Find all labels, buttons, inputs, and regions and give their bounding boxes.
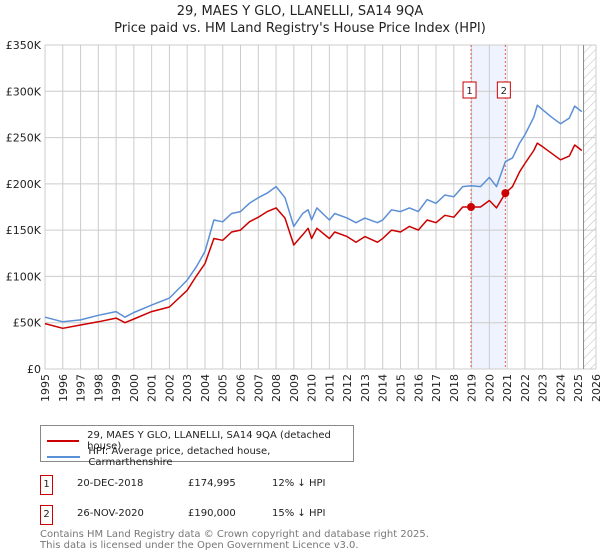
legend: 29, MAES Y GLO, LLANELLI, SA14 9QA (deta… bbox=[40, 425, 354, 468]
sale-price: £190,000 bbox=[188, 508, 236, 519]
x-tick-label: 2013 bbox=[359, 374, 372, 402]
chart-title: 29, MAES Y GLO, LLANELLI, SA14 9QA bbox=[176, 4, 424, 19]
x-tick-label: 2002 bbox=[163, 374, 176, 402]
x-tick-label: 2023 bbox=[537, 374, 550, 402]
x-tick-label: 2021 bbox=[501, 374, 514, 402]
sale-date: 26-NOV-2020 bbox=[77, 508, 144, 519]
x-tick-label: 2001 bbox=[146, 374, 159, 402]
sale-point bbox=[501, 189, 510, 198]
y-tick-label: £250K bbox=[6, 132, 42, 145]
y-tick-label: £100K bbox=[6, 270, 42, 283]
x-tick-label: 2014 bbox=[377, 374, 390, 402]
price-chart: 1995 1996 1997 1998 1999 2000 2001 2002 2003 2004… bbox=[6, 39, 600, 402]
legend-label-property: 29, MAES Y GLO, LLANELLI, SA14 9QA (deta… bbox=[87, 430, 331, 452]
forecast-hatch bbox=[583, 45, 596, 369]
legend-swatch-hpi bbox=[47, 456, 81, 458]
chart-subtitle: Price paid vs. HM Land Registry's House … bbox=[114, 21, 486, 36]
x-tick-label: 2009 bbox=[288, 374, 301, 402]
x-tick-label: 1995 bbox=[39, 374, 52, 402]
x-tick-label: 1998 bbox=[92, 374, 105, 402]
x-tick-label: 2015 bbox=[394, 374, 407, 402]
sale-point bbox=[467, 203, 476, 212]
y-tick-label: £50K bbox=[13, 317, 42, 330]
x-tick-label: 2011 bbox=[323, 374, 336, 402]
x-tick-label: 2026 bbox=[590, 374, 600, 402]
sale-price: £174,995 bbox=[188, 478, 236, 489]
x-tick-label: 2020 bbox=[483, 374, 496, 402]
sale-label: 2 bbox=[501, 86, 507, 97]
y-tick-label: £300K bbox=[6, 85, 42, 98]
footer-copyright: Contains HM Land Registry data © Crown c… bbox=[40, 529, 429, 540]
x-tick-label: 1996 bbox=[57, 374, 70, 402]
x-tick-label: 1997 bbox=[75, 374, 88, 402]
sale-hpi-diff: 12% ↓ HPI bbox=[272, 478, 326, 489]
x-tick-label: 2003 bbox=[181, 374, 194, 402]
sale-badge: 2 bbox=[40, 505, 53, 525]
y-tick-label: £150K bbox=[6, 224, 42, 237]
y-tick-label: £0 bbox=[27, 363, 41, 376]
sale-hpi-diff: 15% ↓ HPI bbox=[272, 508, 326, 519]
x-tick-label: 2025 bbox=[572, 374, 585, 402]
x-tick-label: 2005 bbox=[217, 374, 230, 402]
hpi-line bbox=[44, 104, 583, 323]
x-tick-label: 2010 bbox=[306, 374, 319, 402]
legend-label-hpi: HPI: Average price, detached house, Carm… bbox=[88, 446, 271, 468]
x-tick-label: 2017 bbox=[430, 374, 443, 402]
y-tick-label: £200K bbox=[6, 178, 42, 191]
sale-label-box bbox=[496, 81, 511, 99]
sale-date: 20-DEC-2018 bbox=[77, 478, 144, 489]
x-tick-label: 2004 bbox=[199, 374, 212, 402]
x-tick-label: 1999 bbox=[110, 374, 123, 402]
x-tick-label: 2012 bbox=[341, 374, 354, 402]
x-tick-label: 2016 bbox=[412, 374, 425, 402]
x-tick-label: 2018 bbox=[448, 374, 461, 402]
footer-licence: This data is licensed under the Open Gov… bbox=[40, 540, 359, 551]
sale-badge: 1 bbox=[40, 475, 53, 495]
x-tick-label: 2019 bbox=[466, 374, 479, 402]
x-tick-label: 2008 bbox=[270, 374, 283, 402]
y-tick-label: £350K bbox=[6, 39, 42, 52]
legend-swatch-property bbox=[47, 440, 80, 442]
footer: Contains HM Land Registry data © Crown c… bbox=[40, 529, 429, 551]
x-tick-label: 2022 bbox=[519, 374, 532, 402]
property-price-line bbox=[44, 142, 583, 330]
x-tick-label: 2007 bbox=[252, 374, 265, 402]
x-tick-label: 2006 bbox=[235, 374, 248, 402]
sale-label: 1 bbox=[466, 86, 472, 97]
x-tick-label: 2024 bbox=[554, 374, 567, 402]
sale-label-box bbox=[462, 81, 477, 99]
x-tick-label: 2000 bbox=[128, 374, 141, 402]
